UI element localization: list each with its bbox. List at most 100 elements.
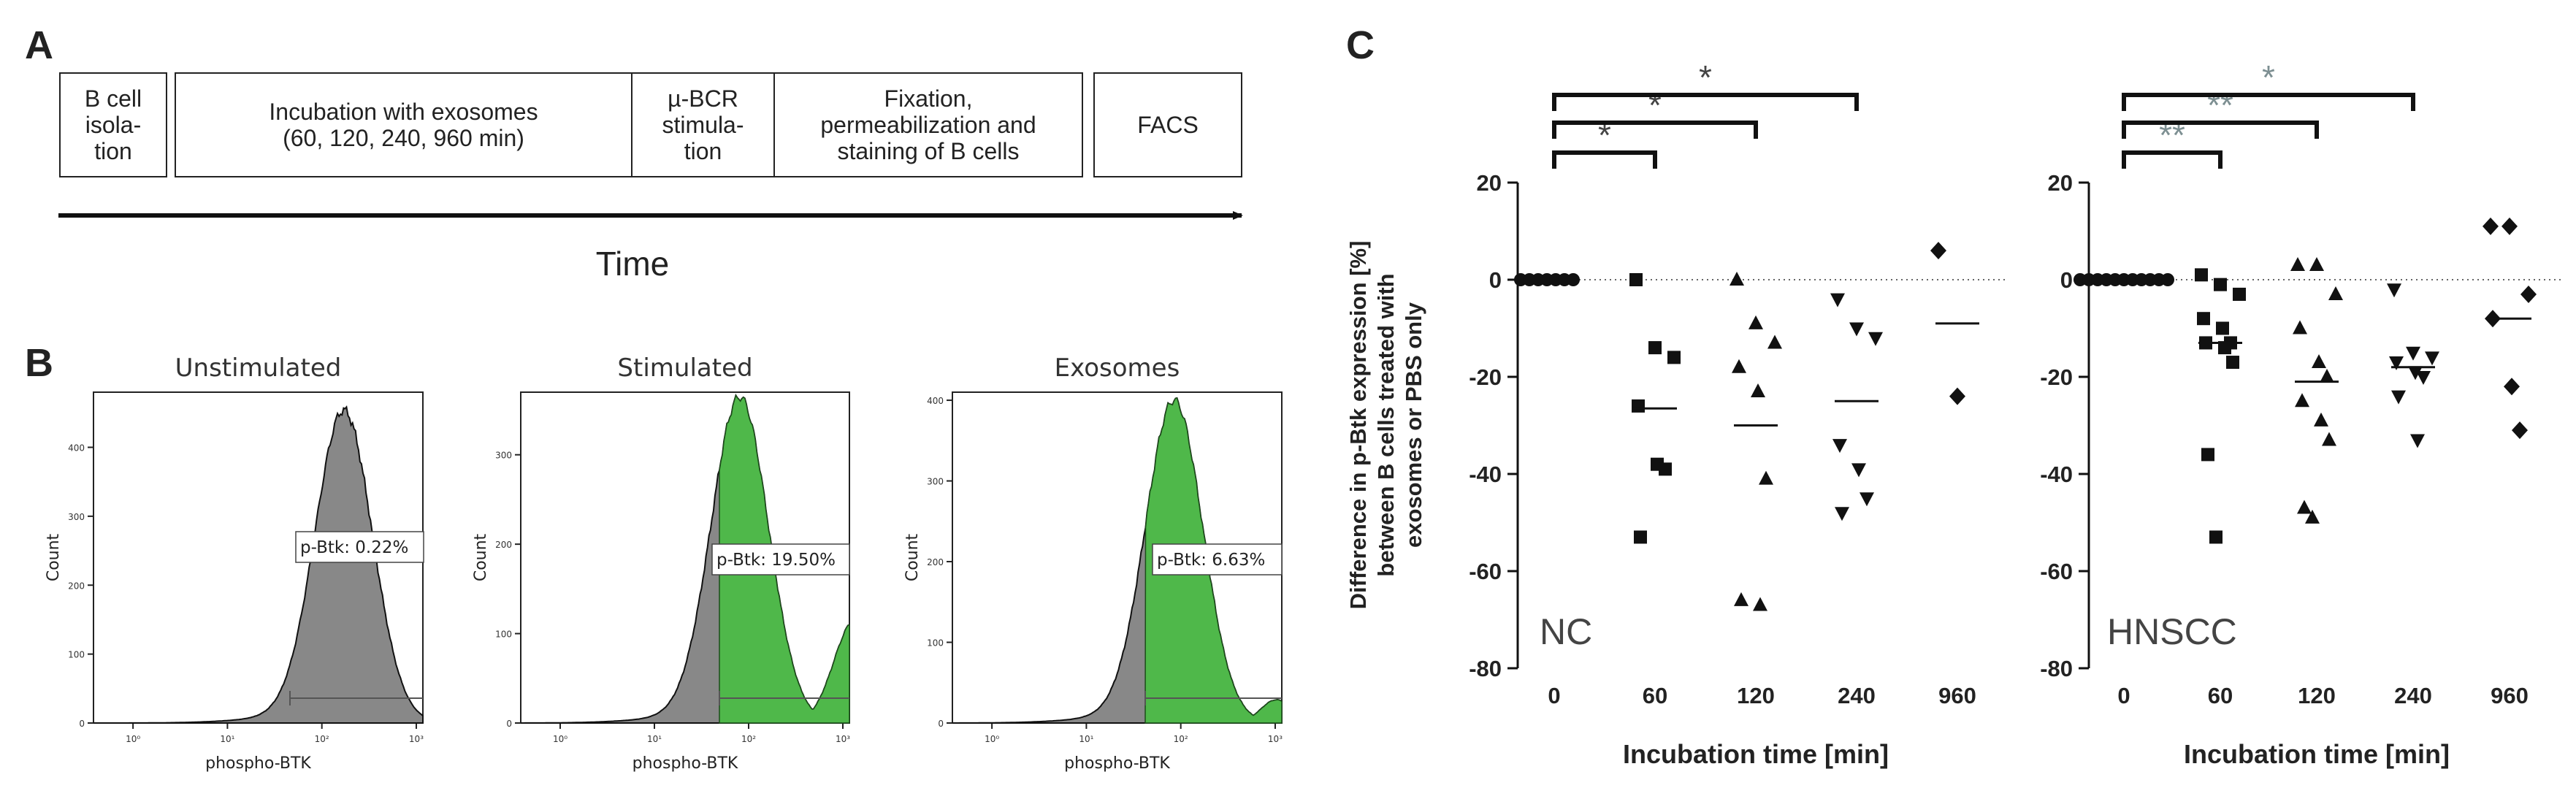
significance-bracket: *	[2122, 58, 2415, 111]
data-point	[2290, 257, 2305, 272]
series-120	[1730, 272, 1782, 611]
group-label: HNSCC	[2107, 611, 2237, 652]
data-point	[2328, 286, 2343, 300]
data-point	[2314, 412, 2328, 427]
data-point	[2391, 390, 2406, 405]
workflow-step-box	[773, 72, 1083, 177]
histograms: Unstimulated 0 100 200 300 400 10⁰ 10¹ 10² 10³ pho…	[45, 353, 1283, 773]
bracket-line	[2122, 121, 2319, 139]
data-point	[2512, 421, 2528, 440]
x-tick-label: 960	[2491, 683, 2529, 708]
data-point	[1667, 351, 1681, 364]
series-60	[1629, 273, 1681, 544]
data-point	[1659, 462, 1672, 476]
data-point	[1767, 334, 1782, 349]
y-tick-label: 0	[938, 719, 944, 729]
x-tick-label: 10²	[741, 734, 756, 744]
gate-label: p-Btk: 6.63%	[1157, 551, 1265, 570]
x-tick-label: 10¹	[1079, 734, 1093, 744]
data-point	[2387, 283, 2401, 298]
panel-letter-b: B	[25, 341, 53, 385]
y-tick-label: -40	[1469, 462, 1502, 487]
y-tick-label: 20	[2048, 170, 2073, 196]
data-point	[1930, 242, 1946, 260]
data-point	[2216, 321, 2229, 335]
workflow-step-text: tion	[94, 138, 132, 164]
x-tick-label: 0	[2117, 683, 2130, 708]
significance-star: *	[1699, 58, 1712, 96]
data-point	[2504, 378, 2520, 396]
data-point	[1832, 439, 1847, 454]
x-tick-label: 60	[2208, 683, 2233, 708]
y-tick-label: -20	[2040, 364, 2073, 390]
gate-label: p-Btk: 0.22%	[300, 538, 408, 557]
series-0	[2074, 273, 2174, 286]
x-tick-label: 10²	[1174, 734, 1188, 744]
workflow-step-text: isola-	[85, 112, 141, 138]
y-tick-label: 0	[506, 719, 512, 729]
data-point	[2295, 393, 2309, 408]
workflow-step-text: Incubation with exosomes	[269, 99, 538, 125]
data-point	[1748, 315, 1763, 329]
x-tick-label: 10³	[1268, 734, 1283, 744]
series-120	[2290, 257, 2343, 524]
data-point	[2312, 354, 2326, 369]
workflow-step-text: tion	[684, 138, 722, 164]
workflow-step-text: B cell	[85, 85, 142, 112]
y-tick-label: 200	[68, 581, 85, 591]
histogram-exosomes: Exosomes 0 100 200 300 400 10⁰ 10¹ 10² 10³ phospho…	[903, 353, 1283, 773]
x-tick-label: 0	[1548, 683, 1560, 708]
x-axis-label: Incubation time [min]	[1623, 739, 1889, 769]
data-point	[2233, 287, 2246, 301]
data-point	[1759, 470, 1773, 485]
data-point	[1730, 272, 1744, 286]
histogram-x-label: phospho-BTK	[632, 754, 738, 773]
data-point	[1949, 387, 1965, 405]
data-point	[2406, 346, 2420, 361]
series-240	[2387, 283, 2439, 448]
y-tick-label: 100	[927, 638, 944, 649]
y-axis-label-line: exosomes or PBS only	[1401, 302, 1426, 548]
gate-label: p-Btk: 19.50%	[716, 551, 836, 570]
workflow-step-box	[175, 72, 632, 177]
significance-star: *	[2262, 58, 2275, 96]
series-0	[1514, 273, 1580, 286]
gate-label-box	[711, 543, 850, 575]
data-point	[1629, 273, 1643, 286]
x-tick-label: 10⁰	[985, 734, 999, 744]
histogram-gated-area	[1144, 397, 1283, 724]
y-tick-label: -80	[2040, 656, 2073, 681]
data-point	[1732, 359, 1746, 373]
x-tick-label: 10¹	[220, 734, 234, 744]
data-point	[2293, 320, 2307, 334]
y-tick-label: 100	[68, 650, 85, 660]
bracket-line	[1552, 93, 1859, 111]
data-point	[2416, 371, 2431, 385]
x-tick-label: 240	[2394, 683, 2432, 708]
x-tick-label: 10⁰	[126, 734, 140, 744]
x-tick-label: 10¹	[647, 734, 662, 744]
y-tick-label: 200	[927, 557, 944, 567]
group-label: NC	[1540, 611, 1592, 652]
series-240	[1830, 293, 1883, 521]
data-point	[1860, 492, 1874, 507]
histogram-title: Exosomes	[1055, 353, 1180, 383]
y-tick-label: 400	[927, 396, 944, 406]
data-point	[2520, 285, 2537, 303]
data-point	[1835, 507, 1849, 521]
workflow-step-text: stimula-	[662, 112, 744, 138]
bracket-line	[1552, 121, 1758, 139]
y-tick-label: 400	[68, 443, 85, 454]
panel-c: C 20 0 -20 -40 -60 -80 0 60 120 240 960 Incubation …	[1345, 23, 2561, 769]
data-point	[2161, 273, 2174, 286]
histogram-gated-area	[719, 394, 850, 724]
data-point	[2309, 257, 2324, 272]
gate-label-box	[1152, 543, 1283, 575]
significance-bracket: *	[1552, 58, 1859, 111]
series-960	[2483, 217, 2537, 440]
y-axis-label: Difference in p-Btk expression [%] betwee…	[1345, 241, 1426, 610]
data-point	[1851, 463, 1866, 478]
y-tick-label: 300	[495, 451, 512, 461]
bracket-line	[1552, 150, 1657, 169]
